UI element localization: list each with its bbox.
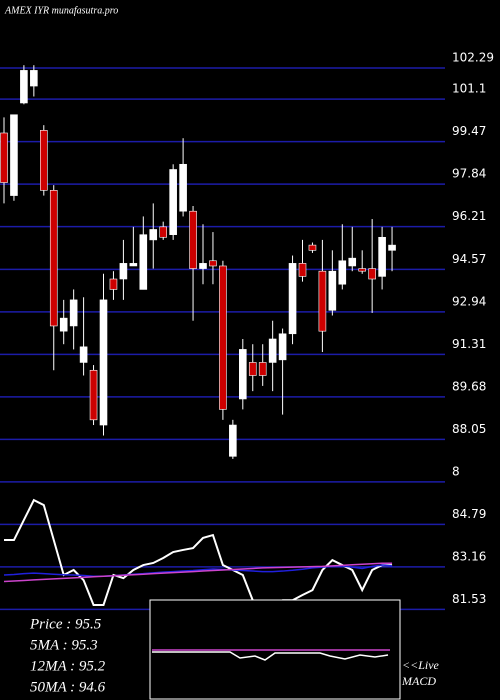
stat: 50MA : 94.6 <box>30 679 106 695</box>
candle-body <box>49 190 58 327</box>
candles <box>0 65 396 459</box>
y-tick-label: 97.84 <box>452 167 486 181</box>
candle-body <box>368 268 376 280</box>
candle-body <box>89 369 98 421</box>
y-tick-label: 91.31 <box>452 337 486 351</box>
candle-body <box>288 263 297 335</box>
candle-body <box>239 349 247 400</box>
candle-body <box>278 333 287 361</box>
candle-body <box>129 263 138 267</box>
indicator-lines <box>3 498 393 612</box>
macd-line <box>152 651 389 661</box>
candle-body <box>338 260 347 285</box>
candle-body <box>69 299 78 327</box>
y-tick-label: 8 <box>452 464 460 478</box>
y-tick-label: 99.47 <box>452 124 486 138</box>
candle-body <box>258 362 267 376</box>
candle-body <box>30 70 38 87</box>
stat: Price : 95.5 <box>29 616 102 632</box>
candle-body <box>39 130 48 191</box>
candle-body <box>159 226 167 238</box>
candle-body <box>20 70 28 104</box>
candle-body <box>209 260 217 267</box>
y-tick-label: 102.29 <box>452 51 494 65</box>
candle-body <box>109 278 118 290</box>
candle-body <box>229 424 237 457</box>
candle-body <box>59 317 68 332</box>
y-tick-label: 94.57 <box>452 252 486 266</box>
y-tick-label: 101.1 <box>452 82 486 96</box>
candle-body <box>79 346 88 363</box>
candle-body <box>388 244 396 251</box>
y-tick-label: 89.68 <box>452 379 486 393</box>
y-tick-label: 88.05 <box>452 422 486 436</box>
y-tick-label: 83.16 <box>452 549 486 563</box>
indicator-line <box>3 562 393 583</box>
candle-body <box>268 338 277 363</box>
y-tick-label: 96.21 <box>452 209 486 223</box>
candle-body <box>189 210 197 269</box>
candle-body <box>199 263 207 269</box>
candle-body <box>308 244 317 251</box>
candle-body <box>378 236 386 277</box>
candle-body <box>139 234 148 290</box>
stat: 5MA : 95.3 <box>30 637 98 653</box>
indicator-line <box>4 498 393 612</box>
y-tick-label: 81.53 <box>452 592 486 606</box>
candle-body <box>248 362 257 376</box>
candle-body <box>0 132 8 183</box>
candle-body <box>179 163 187 212</box>
chart-title: AMEX IYR munafasutra.pro <box>4 5 118 16</box>
macd-label: MACD <box>401 674 436 688</box>
candle-body <box>358 268 367 272</box>
stat: 12MA : 95.2 <box>30 658 106 674</box>
candle-body <box>169 169 177 235</box>
macd-label: <<Live <box>402 658 440 672</box>
candle-body <box>10 114 18 196</box>
candle-body <box>328 270 337 311</box>
candle-body <box>219 265 227 410</box>
candle-body <box>149 229 158 241</box>
candle-body <box>348 257 357 267</box>
candle-body <box>318 270 327 332</box>
candle-body <box>99 299 108 426</box>
candle-body <box>119 263 128 280</box>
candle-body <box>298 263 307 277</box>
y-tick-label: 92.94 <box>452 294 486 308</box>
y-tick-label: 84.79 <box>452 507 486 521</box>
